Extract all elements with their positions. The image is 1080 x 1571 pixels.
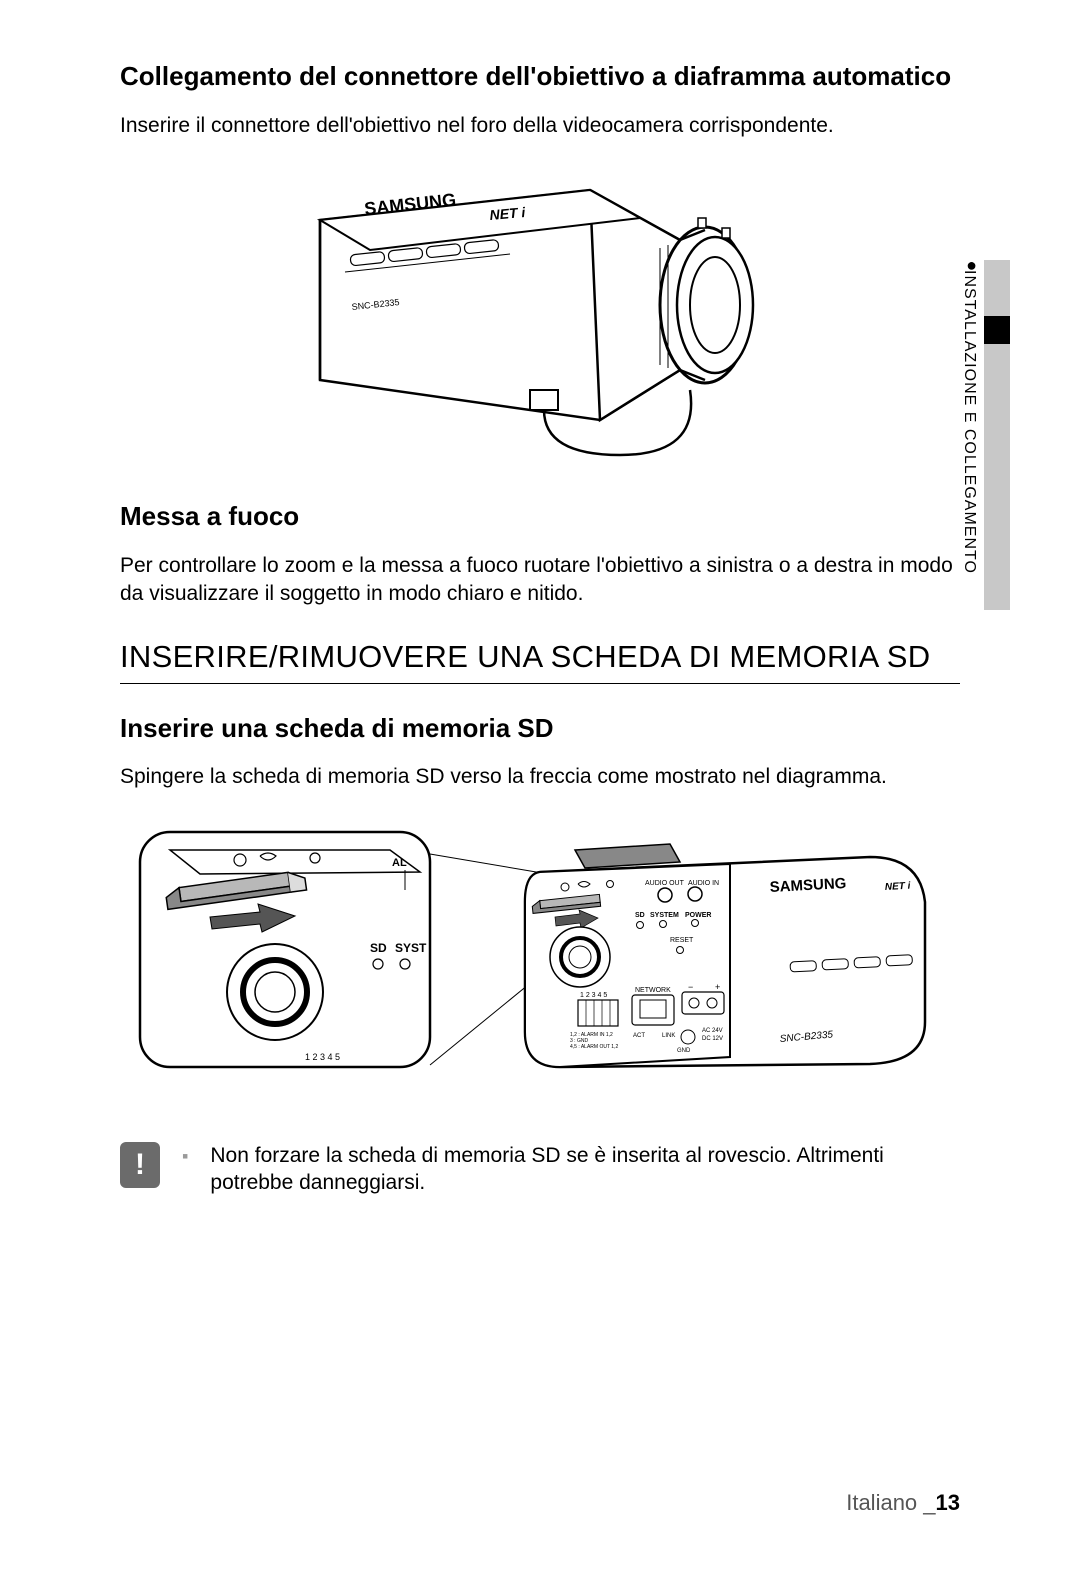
rear-minus: − <box>688 982 693 992</box>
rear-pins3: 4,5 : ALARM OUT 1,2 <box>570 1044 618 1050</box>
section1-body: Inserire il connettore dell'obiettivo ne… <box>120 112 960 140</box>
rear-plus: + <box>715 982 720 992</box>
rear-link: LINK <box>662 1033 675 1039</box>
page-content: Collegamento del connettore dell'obietti… <box>0 0 1080 1236</box>
footer-lang: Italiano _ <box>846 1490 935 1515</box>
rear-gnd: GND <box>677 1048 691 1054</box>
rear-audioout: AUDIO OUT <box>645 880 685 887</box>
section2-body: Per controllare lo zoom e la messa a fuo… <box>120 552 960 609</box>
closeup-syst-label: SYST <box>395 941 427 955</box>
rear-audioin: AUDIO IN <box>688 880 719 887</box>
closeup-nums: 1 2 3 4 5 <box>305 1052 340 1062</box>
closeup-al-label: AL <box>392 857 407 869</box>
footer-page: 13 <box>936 1490 960 1515</box>
rear-act: ACT <box>633 1033 645 1039</box>
rear-nums: 1 2 3 4 5 <box>580 992 607 999</box>
rear-network: NETWORK <box>635 987 671 994</box>
section3-rule <box>120 683 960 684</box>
rear-system: SYSTEM <box>650 912 679 919</box>
figure-sd-insert: AL SD SYST 1 2 3 4 5 <box>120 812 960 1112</box>
rear-power: POWER <box>685 912 711 919</box>
rear-sd: SD <box>635 912 645 919</box>
section3-title: INSERIRE/RIMUOVERE UNA SCHEDA DI MEMORIA… <box>120 639 960 675</box>
rear-ac: AC 24V <box>702 1028 723 1034</box>
page-footer: Italiano _13 <box>846 1490 960 1516</box>
caution-note: ! ▪ Non forzare la scheda di memoria SD … <box>120 1142 960 1197</box>
figure-camera-side: SAMSUNG NET i SNC-B2335 <box>120 160 960 470</box>
section3-subtitle: Inserire una scheda di memoria SD <box>120 712 960 746</box>
section2-title: Messa a fuoco <box>120 500 960 534</box>
section1-title: Collegamento del connettore dell'obietti… <box>120 60 960 94</box>
rear-reset: RESET <box>670 937 694 944</box>
note-bullet: ▪ <box>182 1146 188 1167</box>
camera-logo-text: NET i <box>489 204 527 223</box>
rear-dc: DC 12V <box>702 1036 723 1042</box>
note-text: Non forzare la scheda di memoria SD se è… <box>210 1142 960 1197</box>
caution-icon: ! <box>120 1142 160 1188</box>
rear-logo: NET i <box>885 880 911 892</box>
section3-body: Spingere la scheda di memoria SD verso l… <box>120 763 960 791</box>
closeup-sd-label: SD <box>370 941 387 955</box>
